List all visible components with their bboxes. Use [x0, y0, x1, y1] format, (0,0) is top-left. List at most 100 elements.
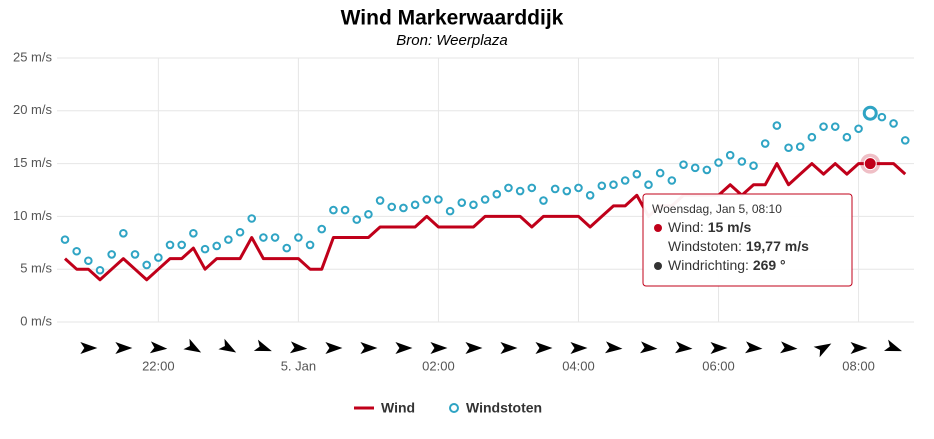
y-tick-label: 5 m/s: [20, 261, 52, 276]
direction-arrow: [813, 343, 832, 358]
gust-point: [632, 169, 642, 179]
direction-arrow: [465, 342, 483, 354]
gust-point: [562, 186, 572, 196]
direction-arrow: [115, 342, 133, 354]
y-tick-label: 25 m/s: [13, 49, 53, 64]
gust-point: [282, 243, 292, 253]
gust-point: [620, 176, 630, 185]
gust-point: [655, 168, 665, 178]
tooltip-header: Woensdag, Jan 5, 08:10: [652, 202, 782, 216]
legend: Wind Windstoten: [354, 400, 542, 416]
chart-title: Wind Markerwaarddijk: [341, 7, 564, 30]
legend-symbol: [449, 403, 459, 413]
highlight-point: [863, 157, 877, 171]
x-tick-label: 08:00: [842, 358, 875, 373]
gust-point: [480, 195, 490, 204]
gust-point: [352, 215, 362, 224]
gust-point: [830, 122, 840, 131]
tooltip-label: Windstoten:: [668, 238, 746, 254]
gust-point: [760, 139, 770, 148]
direction-arrow: [325, 342, 343, 354]
tooltip-dot: [654, 262, 662, 270]
gust-point: [84, 256, 93, 266]
gust-point: [469, 200, 478, 210]
tooltip-label: Wind:: [668, 219, 708, 235]
tooltip-row: Windrichting: 269 °: [668, 257, 786, 273]
direction-arrow: [604, 341, 623, 354]
gust-point: [737, 157, 747, 166]
tooltip-dot: [654, 224, 662, 232]
x-tick-label: 02:00: [422, 358, 455, 373]
gust-point: [200, 244, 210, 254]
tooltip-value: 15 m/s: [708, 219, 752, 235]
gust-point: [457, 198, 467, 207]
gust-point: [445, 206, 455, 216]
highlight-point: [862, 105, 878, 121]
gust-point: [539, 196, 548, 205]
y-tick-label: 10 m/s: [13, 208, 53, 223]
direction-arrow: [640, 341, 658, 354]
direction-arrow: [500, 342, 518, 354]
gust-point: [189, 228, 198, 238]
gust-point: [130, 250, 140, 259]
gust-point: [585, 190, 595, 200]
tooltip-box: [642, 193, 853, 287]
gust-point: [305, 240, 315, 250]
direction-arrow: [430, 342, 448, 354]
gust-point: [399, 203, 408, 213]
legend-label: Windstoten: [466, 400, 542, 416]
gust-point: [597, 181, 607, 191]
gust-point: [515, 186, 525, 196]
direction-arrow: [780, 341, 798, 354]
gust-point: [212, 241, 222, 251]
gust-point: [107, 250, 116, 259]
gust-point: [340, 205, 350, 215]
direction-arrow: [850, 342, 868, 354]
x-tick-label: 22:00: [142, 358, 175, 373]
gust-point: [679, 160, 688, 169]
gust-point: [889, 119, 898, 128]
gust-point: [224, 235, 233, 244]
tooltip-row: Wind: 15 m/s: [668, 219, 751, 235]
tooltip-value: 19,77 m/s: [746, 238, 809, 254]
gust-point: [294, 233, 303, 242]
direction-arrow: [360, 342, 378, 354]
tooltip-value: 269 °: [753, 257, 786, 273]
gust-point: [574, 183, 583, 193]
direction-arrow: [149, 341, 168, 354]
gust-point: [714, 158, 723, 167]
y-tick-label: 0 m/s: [20, 313, 52, 328]
gust-point: [807, 132, 817, 142]
direction-arrow: [745, 341, 763, 354]
gust-point: [72, 246, 81, 256]
gust-point: [725, 150, 735, 160]
gust-point: [550, 184, 560, 194]
gust-point: [410, 200, 420, 210]
gust-point: [165, 240, 175, 250]
direction-arrow: [570, 342, 588, 354]
gust-point: [95, 265, 105, 275]
gust-point: [877, 112, 887, 122]
direction-arrow: [535, 342, 553, 354]
gust-point: [702, 165, 712, 175]
gust-point: [854, 124, 863, 134]
gust-point: [749, 161, 758, 171]
tooltip: Woensdag, Jan 5, 08:10 Wind: 15 m/s Windst…: [642, 193, 853, 287]
legend-label: Wind: [381, 400, 415, 416]
gust-point: [667, 176, 677, 185]
gust-point: [270, 233, 280, 242]
y-tick-label: 20 m/s: [13, 102, 53, 117]
line: [63, 162, 907, 282]
gust-point: [690, 163, 700, 173]
gust-point: [387, 202, 397, 212]
gust-point: [375, 196, 385, 205]
tooltip-row: Windstoten: 19,77 m/s: [668, 238, 809, 254]
direction-arrow: [395, 342, 413, 354]
direction-arrow: [289, 341, 308, 354]
gust-point: [784, 143, 793, 153]
chart-subtitle: Bron: Weerplaza: [396, 32, 507, 49]
gust-point: [317, 224, 327, 234]
direction-arrow: [183, 338, 202, 353]
gust-point: [527, 183, 537, 193]
